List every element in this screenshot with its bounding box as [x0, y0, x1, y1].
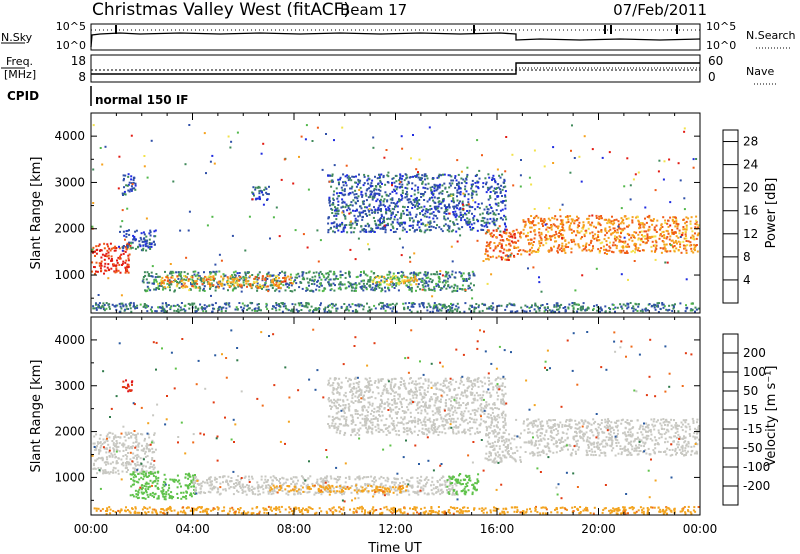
colorbar-tick-label: 12 — [743, 227, 758, 241]
freq-trace — [91, 62, 700, 75]
velocity-y-axis: 1000 2000 3000 4000 — [54, 333, 700, 501]
cpid-text: normal 150 IF — [95, 93, 189, 107]
nsky-panel: N.Sky 10^5 10^0 10^5 10^0 N.Search — [1, 20, 796, 52]
y-tick-label: 4000 — [54, 129, 85, 143]
power-y-axis-label: Slant Range [km] — [29, 157, 44, 270]
nave-tick-top: 60 — [708, 54, 723, 68]
power-region-8 — [484, 228, 523, 261]
freq-unit: [MHz] — [4, 68, 36, 81]
velocity-y-axis-label: Slant Range [km] — [29, 360, 44, 473]
nsky-tick-top: 10^5 — [56, 20, 86, 33]
nsearch-label: N.Search — [746, 29, 796, 42]
power-colorbar-label: Power [dB] — [764, 178, 779, 249]
y-tick-label: 2000 — [54, 222, 85, 236]
nave-tick-bottom: 0 — [708, 70, 716, 84]
velocity-region-5 — [446, 473, 480, 496]
power-panel: 1000 2000 3000 4000 Slant Range [km] — [29, 112, 701, 314]
power-colorbar: 28 24 20 16 12 8 4 — [722, 129, 758, 304]
colorbar-frame — [722, 333, 739, 506]
nsky-trace — [90, 32, 701, 48]
station-title: Christmas Valley West (fitACF) — [92, 0, 350, 20]
colorbar-tick-label: 16 — [743, 204, 758, 218]
colorbar-tick-label: 28 — [743, 135, 758, 149]
colorbar-tick-label: 15 — [743, 403, 758, 417]
nsearch-tick-top: 10^5 — [706, 20, 736, 33]
colorbar-tick-label: 200 — [743, 346, 766, 360]
colorbar-tick-label: -100 — [743, 460, 770, 474]
x-tick-label: 08:00 — [277, 522, 312, 536]
velocity-panel: 1000 2000 3000 4000 00:00 04:00 08:00 12:00 16:… — [29, 316, 718, 554]
velocity-region-9 — [93, 505, 700, 515]
freq-panel: Freq. [MHz] 18 8 60 0 Nave — [1, 54, 778, 85]
velocity-colorbar-label: Velocity [m s⁻¹] — [764, 366, 779, 467]
power-y-axis: 1000 2000 3000 4000 — [54, 129, 700, 299]
colorbar-tick-label: -15 — [743, 422, 763, 436]
velocity-region-2 — [129, 470, 197, 501]
nsky-label: N.Sky — [1, 31, 33, 44]
power-region-0 — [91, 242, 132, 275]
power-noise — [91, 124, 698, 300]
colorbar-tick-label: 8 — [743, 250, 751, 264]
velocity-region-4 — [269, 484, 409, 494]
freq-label: Freq. — [6, 55, 33, 68]
colorbar-tick-label: -200 — [743, 479, 770, 493]
velocity-region-0 — [92, 431, 157, 475]
power-region-5 — [371, 275, 419, 286]
x-tick-label: 16:00 — [480, 522, 515, 536]
velocity-region-7 — [484, 431, 522, 464]
velocity-region-8 — [522, 417, 700, 457]
y-tick-label: 3000 — [54, 379, 85, 393]
power-region-7 — [327, 173, 508, 234]
power-data — [91, 124, 700, 313]
power-region-9 — [522, 214, 700, 255]
velocity-region-1 — [121, 379, 134, 393]
power-region-10 — [92, 301, 700, 313]
x-tick-label: 00:00 — [683, 522, 718, 536]
power-region-4 — [157, 275, 294, 289]
colorbar-tick-label: 20 — [743, 181, 758, 195]
power-region-2 — [121, 173, 137, 196]
y-tick-label: 4000 — [54, 333, 85, 347]
freq-tick-top: 18 — [71, 54, 86, 68]
freq-tick-bottom: 8 — [78, 70, 86, 84]
colorbar-tick-label: 4 — [743, 273, 751, 287]
power-region-6 — [251, 185, 270, 201]
y-tick-label: 1000 — [54, 470, 85, 484]
x-tick-label: 12:00 — [378, 522, 413, 536]
colorbar-tick-label: 50 — [743, 384, 758, 398]
power-x-ticks — [90, 113, 701, 313]
colorbar-tick-label: 24 — [743, 158, 758, 172]
cpid-label: CPID — [7, 89, 39, 103]
velocity-region-6 — [327, 376, 507, 437]
y-tick-label: 3000 — [54, 175, 85, 189]
colorbar-frame — [722, 129, 739, 304]
nsky-spikes — [115, 25, 678, 34]
velocity-noise — [91, 328, 697, 503]
velocity-x-axis: 00:00 04:00 08:00 12:00 16:00 20:00 00:00 — [74, 317, 718, 536]
velocity-region-3 — [192, 475, 459, 496]
colorbar-tick-label: 100 — [743, 365, 766, 379]
x-axis-label: Time UT — [367, 541, 421, 554]
colorbar-tick-label: -50 — [743, 441, 763, 455]
beam-label: Beam 17 — [340, 1, 407, 19]
nsky-tick-bottom: 10^0 — [56, 39, 86, 52]
date-label: 07/Feb/2011 — [613, 1, 707, 19]
y-tick-label: 1000 — [54, 268, 85, 282]
x-tick-label: 00:00 — [74, 522, 109, 536]
x-tick-label: 04:00 — [175, 522, 210, 536]
cpid-row: CPID normal 150 IF — [7, 86, 189, 107]
velocity-data — [91, 328, 700, 515]
x-tick-label: 20:00 — [581, 522, 616, 536]
nsearch-tick-bottom: 10^0 — [706, 39, 736, 52]
velocity-colorbar: 200 100 50 15 -15 -50 -100 -200 — [722, 333, 770, 506]
nave-label: Nave — [746, 65, 774, 78]
y-tick-label: 2000 — [54, 425, 85, 439]
